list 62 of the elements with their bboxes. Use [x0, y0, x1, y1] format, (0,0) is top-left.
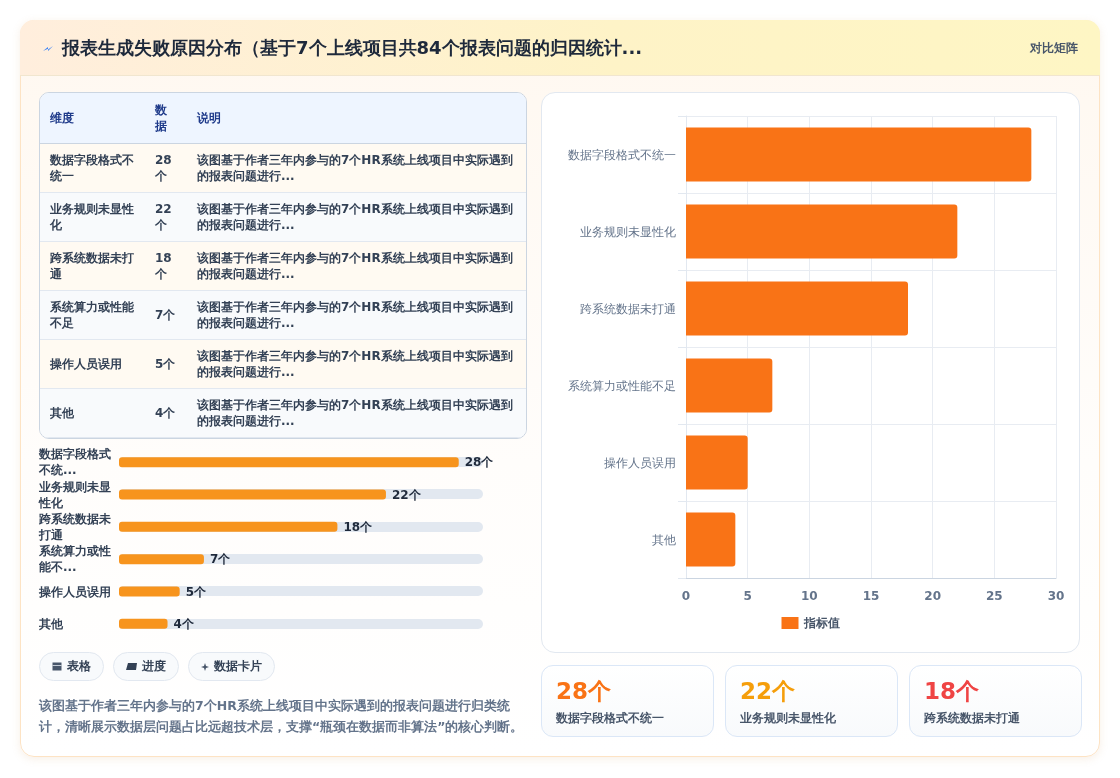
- x-tick-label: 0: [681, 589, 691, 603]
- category-label: 跨系统数据未打通: [924, 710, 1020, 727]
- y-tick-label: 跨系统数据未打通: [580, 301, 676, 316]
- bar: [119, 554, 204, 565]
- text: 报表生成失败原因分布（基于7个上线项目共84个报表问题的归因统计...: [62, 36, 643, 60]
- data-label: 4个: [173, 616, 195, 631]
- category-label: 业务规则未显性化: [740, 710, 836, 727]
- bar: [686, 435, 748, 490]
- x-tick-label: 10: [800, 589, 818, 603]
- bar: [686, 358, 773, 413]
- y-tick-label: 其他: [38, 616, 64, 631]
- text: 4个: [155, 405, 176, 420]
- x-tick-label: 30: [1047, 589, 1065, 603]
- text: 28个: [556, 678, 612, 704]
- text: 22个: [155, 201, 172, 232]
- text: 数据: [145, 93, 187, 143]
- text: 该图基于作者三年内参与的7个HR系统上线项目中实际遇到的报表问题进行...: [187, 192, 526, 241]
- y-tick-label: 操作人员误用: [604, 455, 676, 470]
- y-tick-label: 操作人员误用: [38, 584, 111, 599]
- text: 7个: [155, 307, 176, 322]
- y-tick-label: 系统算力或性能不...: [38, 544, 111, 575]
- text: 该图基于作者三年内参与的7个HR系统上线项目中实际遇到的报表问题进行...: [187, 241, 526, 290]
- text: 该图基于作者三年内参与的7个HR系统上线项目中实际遇到的报表问题进行...: [187, 388, 526, 437]
- text: 对比矩阵: [1030, 40, 1078, 57]
- data-label: 28个: [464, 455, 495, 470]
- y-tick-label: 跨系统数据未打通: [38, 511, 112, 542]
- text: 数据卡片: [214, 658, 262, 675]
- y-tick-label: 其他: [652, 532, 676, 547]
- data-label: 18个: [343, 519, 374, 534]
- text: 5个: [155, 356, 176, 371]
- x-tick-label: 25: [985, 589, 1003, 603]
- text: 28个: [155, 152, 172, 183]
- category-label: 数据字段格式不统一: [556, 710, 664, 727]
- data-label: 5个: [185, 584, 208, 599]
- text: 该图基于作者三年内参与的7个HR系统上线项目中实际遇到的报表问题进行...: [187, 143, 526, 192]
- y-tick-label: 数据字段格式不统...: [38, 447, 111, 478]
- bar: [119, 618, 168, 629]
- bar: [119, 586, 180, 597]
- legend-label: 指标值: [802, 616, 840, 630]
- bar: [686, 281, 908, 336]
- text: 维度: [40, 93, 145, 143]
- x-tick-label: 20: [924, 589, 942, 603]
- text: 18个: [155, 250, 172, 281]
- x-tick-label: 5: [743, 589, 752, 603]
- y-tick-label: 业务规则未显性化: [38, 479, 111, 510]
- text: 该图基于作者三年内参与的7个HR系统上线项目中实际遇到的报表问题进行归类统计，清晰展示数据层问题占比远超技术层，支撑“瓶颈在数据而非算法”的核心判断。: [39, 697, 524, 736]
- x-tick-label: 15: [862, 589, 880, 603]
- y-tick-label: 数据字段格式不统一: [568, 147, 676, 162]
- text: 表格: [67, 658, 91, 675]
- y-tick-label: 系统算力或性能不足: [568, 378, 676, 393]
- y-tick-label: 业务规则未显性化: [580, 224, 676, 239]
- bar: [686, 512, 736, 567]
- text: 18个: [924, 678, 980, 704]
- data-label: 22个: [391, 487, 422, 502]
- text: 该图基于作者三年内参与的7个HR系统上线项目中实际遇到的报表问题进行...: [187, 290, 526, 339]
- text: 进度: [142, 658, 166, 675]
- bar: [686, 127, 1032, 182]
- data-label: 7个: [209, 552, 232, 567]
- text: 说明: [187, 93, 526, 143]
- bar: [686, 204, 958, 259]
- text: 22个: [740, 678, 796, 704]
- text: 该图基于作者三年内参与的7个HR系统上线项目中实际遇到的报表问题进行...: [187, 339, 526, 388]
